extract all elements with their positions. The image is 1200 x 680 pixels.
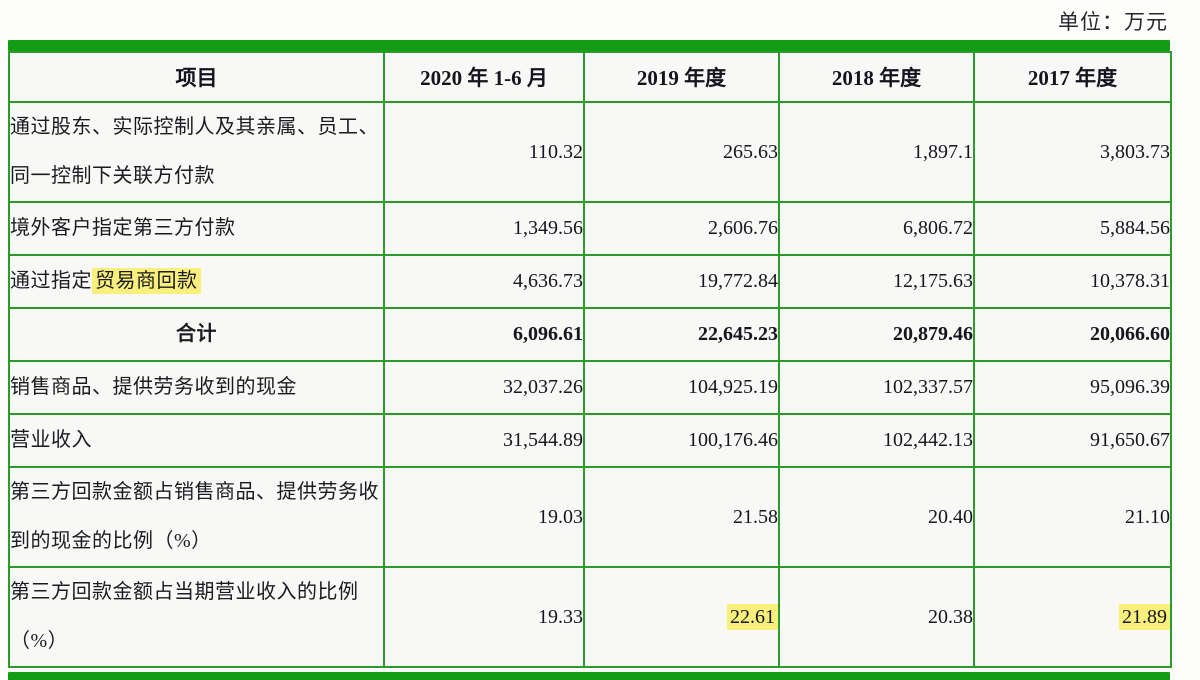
value-cell: 95,096.39 [973, 360, 1172, 415]
header-cell-2020h1: 2020 年 1-6 月 [383, 51, 585, 103]
table-row-operating-revenue: 营业收入 31,544.89 100,176.46 102,442.13 91,… [8, 413, 1172, 468]
header-cell-2019: 2019 年度 [583, 51, 780, 103]
header-cell-2017: 2017 年度 [973, 51, 1172, 103]
value-cell: 4,636.73 [383, 254, 585, 309]
value-cell: 21.10 [973, 466, 1172, 568]
header-cell-2018: 2018 年度 [778, 51, 975, 103]
value-cell: 10,378.31 [973, 254, 1172, 309]
value-cell: 12,175.63 [778, 254, 975, 309]
table-row-ratio-to-cash: 第三方回款金额占销售商品、提供劳务收到的现金的比例（%） 19.03 21.58… [8, 466, 1172, 568]
bottom-accent-bar [8, 672, 1170, 680]
value-cell: 104,925.19 [583, 360, 780, 415]
value-cell: 22,645.23 [583, 307, 780, 362]
row-label: 通过指定 贸易商回款 [8, 254, 385, 309]
value-cell: 265.63 [583, 101, 780, 203]
table-row-ratio-to-revenue: 第三方回款金额占当期营业收入的比例（%） 19.33 22.61 20.38 2… [8, 566, 1172, 668]
row-label: 第三方回款金额占当期营业收入的比例（%） [8, 566, 385, 668]
row-label: 营业收入 [8, 413, 385, 468]
third-party-payment-table: 项目 2020 年 1-6 月 2019 年度 2018 年度 2017 年度 … [8, 51, 1172, 668]
value-cell: 19.33 [383, 566, 585, 668]
value-cell: 6,096.61 [383, 307, 585, 362]
value-cell: 32,037.26 [383, 360, 585, 415]
value-cell: 2,606.76 [583, 201, 780, 256]
value-cell: 102,337.57 [778, 360, 975, 415]
document-page: 单位：万元 项目 2020 年 1-6 月 2019 年度 2018 年度 20… [8, 0, 1172, 680]
table-row-related-party: 通过股东、实际控制人及其亲属、员工、同一控制下关联方付款 110.32 265.… [8, 101, 1172, 203]
value-cell: 6,806.72 [778, 201, 975, 256]
table-row-total: 合计 6,096.61 22,645.23 20,879.46 20,066.6… [8, 307, 1172, 362]
value-cell: 1,349.56 [383, 201, 585, 256]
value-cell: 91,650.67 [973, 413, 1172, 468]
header-cell-item: 项目 [8, 51, 385, 103]
value-cell-highlighted: 21.89 [973, 566, 1172, 668]
value-cell: 102,442.13 [778, 413, 975, 468]
row-label: 销售商品、提供劳务收到的现金 [8, 360, 385, 415]
row-label: 通过股东、实际控制人及其亲属、员工、同一控制下关联方付款 [8, 101, 385, 203]
value-cell: 100,176.46 [583, 413, 780, 468]
value-cell: 20.40 [778, 466, 975, 568]
table-row-overseas-client: 境外客户指定第三方付款 1,349.56 2,606.76 6,806.72 5… [8, 201, 1172, 256]
label-highlighted-text: 贸易商回款 [92, 268, 201, 294]
table-header-row: 项目 2020 年 1-6 月 2019 年度 2018 年度 2017 年度 [8, 51, 1172, 103]
value-cell: 21.58 [583, 466, 780, 568]
value-cell: 5,884.56 [973, 201, 1172, 256]
value-cell: 110.32 [383, 101, 585, 203]
highlighted-value: 22.61 [727, 603, 778, 630]
value-cell: 20,066.60 [973, 307, 1172, 362]
top-accent-bar [8, 40, 1170, 51]
table-row-designated-trader: 通过指定 贸易商回款 4,636.73 19,772.84 12,175.63 1… [8, 254, 1172, 309]
value-cell-highlighted: 22.61 [583, 566, 780, 668]
value-cell: 19,772.84 [583, 254, 780, 309]
value-cell: 19.03 [383, 466, 585, 568]
table-row-cash-from-sales: 销售商品、提供劳务收到的现金 32,037.26 104,925.19 102,… [8, 360, 1172, 415]
row-label: 境外客户指定第三方付款 [8, 201, 385, 256]
value-cell: 3,803.73 [973, 101, 1172, 203]
highlighted-value: 21.89 [1119, 603, 1170, 630]
row-label: 第三方回款金额占销售商品、提供劳务收到的现金的比例（%） [8, 466, 385, 568]
value-cell: 20,879.46 [778, 307, 975, 362]
value-cell: 1,897.1 [778, 101, 975, 203]
label-prefix: 通过指定 [10, 270, 92, 292]
value-cell: 20.38 [778, 566, 975, 668]
row-label-total: 合计 [8, 307, 385, 362]
value-cell: 31,544.89 [383, 413, 585, 468]
unit-label: 单位：万元 [1058, 10, 1168, 34]
